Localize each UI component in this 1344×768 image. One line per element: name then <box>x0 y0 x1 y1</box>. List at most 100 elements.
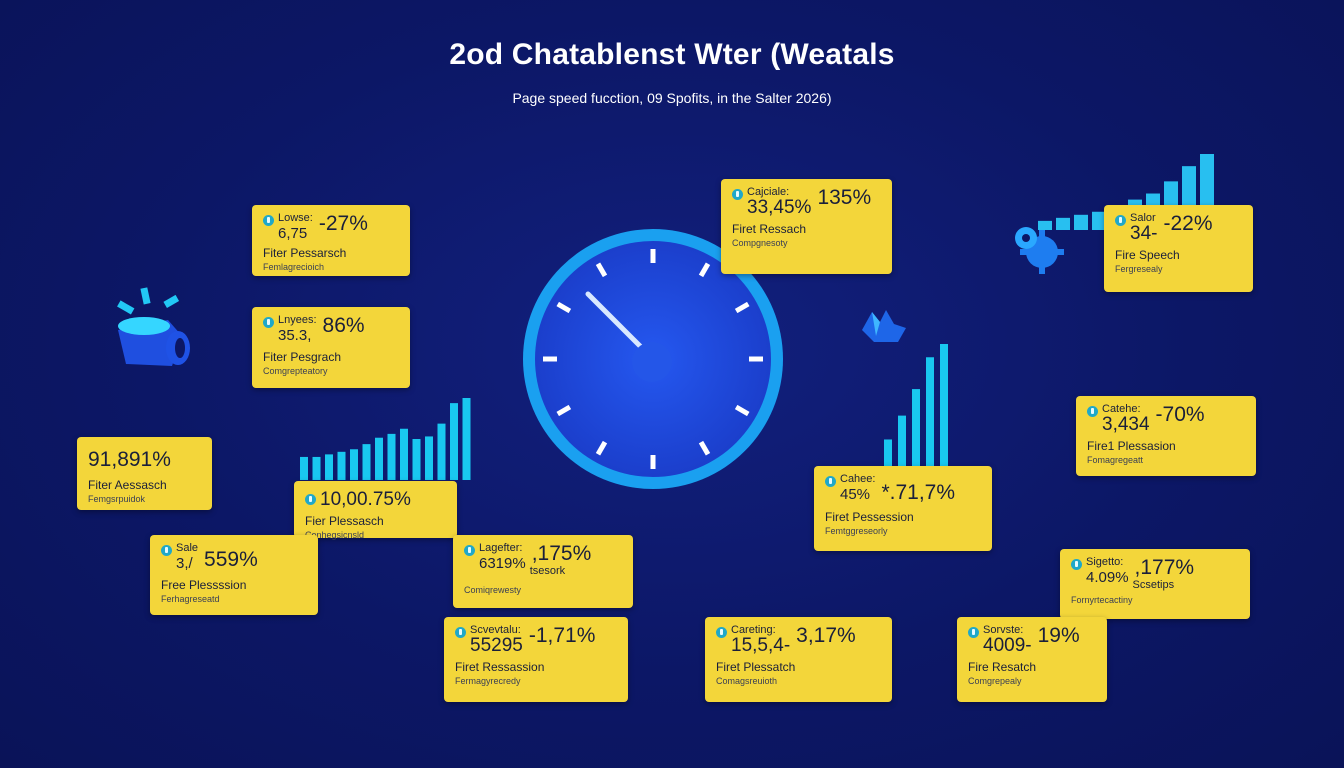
gauge-tick <box>556 301 572 314</box>
info-icon <box>305 494 316 505</box>
card-value: 15,5,4- <box>731 635 791 656</box>
card-value: 91,891% <box>88 448 171 471</box>
chart-bar <box>400 428 408 480</box>
stat-card: Sorvste: 4009- 19% Fire Resatch Comgrepea… <box>957 617 1107 702</box>
left-bar-chart <box>300 398 471 480</box>
info-icon <box>1071 559 1082 570</box>
chart-bar <box>425 436 433 480</box>
info-icon <box>464 545 475 556</box>
chart-bar <box>325 454 333 480</box>
info-icon <box>263 317 274 328</box>
chart-bar <box>350 449 358 480</box>
info-icon <box>968 627 979 638</box>
card-value: 33,45% <box>747 197 812 218</box>
chart-bar <box>450 403 458 480</box>
chart-bar <box>884 439 892 466</box>
stat-card: Sigetto: 4.09% ,177% Scsetips Fornyrtecac… <box>1060 549 1250 619</box>
card-percent: 3,17% <box>796 624 856 647</box>
card-line1: Firet Plessatch <box>716 660 796 674</box>
card-label: Catehe: <box>1102 403 1141 415</box>
chart-bar <box>926 357 934 466</box>
stat-card: Catehe: 3,434 -70% Fire1 Plessasion Fomag… <box>1076 396 1256 476</box>
chart-bar <box>1092 211 1106 230</box>
chart-bar <box>300 456 308 480</box>
stat-card: Lagefter: 6319% ,175% tsesork Comiqrewest… <box>453 535 633 608</box>
gauge-tick <box>556 404 572 417</box>
card-line2: Fergresealy <box>1115 264 1163 274</box>
page-title: 2od Chatablenst Wter (Weatals <box>449 38 895 71</box>
card-line1: Fiter Pessarsch <box>263 246 347 260</box>
info-icon <box>1115 215 1126 226</box>
speed-gauge <box>523 229 783 489</box>
chart-bar <box>1056 217 1070 230</box>
gauge-tick <box>595 262 608 278</box>
card-line2: Comgrepealy <box>968 676 1022 686</box>
chart-bar <box>312 456 321 480</box>
card-line1: Free Plessssion <box>161 578 247 592</box>
card-percent: ,177% <box>1134 556 1195 579</box>
card-label: Cajciale: <box>747 186 790 198</box>
card-percent: -1,71% <box>528 624 596 647</box>
card-line2: Comgrepteatory <box>263 366 328 376</box>
stat-card: Lnyees: 35.3, 86% Fiter Pesgrach Comgrept… <box>252 307 410 388</box>
card-line2: Fornyrtecactiny <box>1071 595 1133 605</box>
card-value: 34- <box>1130 223 1158 244</box>
chart-bar <box>337 451 346 480</box>
stat-card: 10,00.75% Fier Plessasch Conhegsicnsld <box>294 481 457 540</box>
card-line2: Femlagrecioich <box>263 262 325 272</box>
chart-bar <box>898 415 906 466</box>
card-value: 10,00.75% <box>320 489 411 510</box>
stat-card: Cahee: 45% *.71,7% Firet Pessession Femtg… <box>814 466 992 551</box>
card-line1: Fire Resatch <box>968 660 1037 674</box>
info-icon <box>455 627 466 638</box>
card-percent: 135% <box>817 186 872 209</box>
card-value: 45% <box>840 486 871 503</box>
megaphone-icon <box>117 287 190 366</box>
card-line2: Comiqrewesty <box>464 585 522 595</box>
card-label: Cahee: <box>840 473 876 485</box>
card-line1: Fire Speech <box>1115 248 1180 262</box>
card-value: 3,434 <box>1102 414 1150 435</box>
card-line1: Fiter Pesgrach <box>263 350 342 364</box>
info-icon <box>825 476 836 487</box>
card-line2: Femgsrpuidok <box>88 494 146 504</box>
card-percent: -27% <box>318 212 368 235</box>
card-percent: -70% <box>1155 403 1205 426</box>
card-value: 3,/ <box>176 555 193 572</box>
gauge-ticks <box>543 249 763 469</box>
chart-bar <box>1074 214 1088 230</box>
card-label: Lnyees: <box>278 314 317 326</box>
card-label: Salor <box>1130 212 1156 224</box>
card-line1: Fier Plessasch <box>305 514 384 528</box>
card-extra: tsesork <box>529 565 566 577</box>
gauge-tick <box>734 301 750 314</box>
gauge-tick <box>698 440 711 456</box>
stat-card: Sale 3,/ 559% Free Plessssion Ferhagresea… <box>150 535 318 615</box>
right-bar-chart <box>884 344 948 466</box>
chart-bar <box>1038 220 1052 230</box>
stat-card: Cajciale: 33,45% 135% Firet Ressach Compg… <box>721 179 892 274</box>
card-value: 35.3, <box>278 327 312 344</box>
stat-card: Lowse: 6,75 -27% Fiter Pessarsch Femlagre… <box>252 205 410 276</box>
info-icon <box>716 627 727 638</box>
page-subtitle: Page speed fucction, 09 Spofits, in the … <box>512 90 832 106</box>
info-icon <box>161 545 172 556</box>
gauge-tick <box>734 404 750 417</box>
card-line1: Fiter Aessasch <box>88 478 167 492</box>
card-line1: Firet Ressach <box>732 222 807 236</box>
card-line2: Femtggreseorly <box>825 526 888 536</box>
chart-bar <box>940 344 948 466</box>
card-percent: 19% <box>1037 624 1080 647</box>
gear-icon <box>1015 227 1064 274</box>
stat-card: Careting: 15,5,4- 3,17% Firet Plessatch C… <box>705 617 892 702</box>
card-label: Careting: <box>731 624 776 636</box>
card-label: Lagefter: <box>479 542 523 554</box>
stat-card: Salor 34- -22% Fire Speech Fergresealy <box>1104 205 1253 292</box>
card-line2: Fermagyrecredy <box>455 676 521 686</box>
card-line2: Conhegsicnsld <box>305 530 365 540</box>
info-icon <box>1087 406 1098 417</box>
info-icon <box>263 215 274 226</box>
card-percent: 559% <box>204 548 258 571</box>
card-line2: Comagsreuioth <box>716 676 778 686</box>
chart-bar <box>375 437 383 480</box>
